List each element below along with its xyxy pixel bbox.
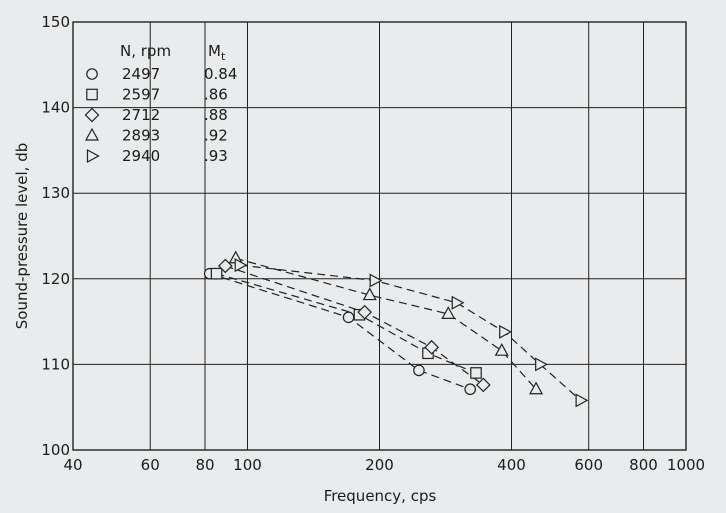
y-tick-label-1: 110 — [41, 355, 70, 373]
data-point-2712-2 — [424, 339, 439, 355]
series-line-2497 — [209, 273, 471, 390]
legend-marker-2893 — [84, 127, 100, 141]
legend: N, rpm Mt 2497 0.842597.862712.882893.922… — [84, 42, 237, 165]
data-point-2597-3 — [470, 367, 482, 379]
legend-header-mt-base: M — [208, 42, 221, 60]
series-line-2712 — [225, 265, 484, 386]
data-point-2712-3 — [475, 377, 491, 393]
y-tick-label-3: 130 — [41, 184, 70, 202]
legend-mt-2497: 0.84 — [204, 65, 237, 83]
series-markers — [203, 250, 589, 408]
series-line-2597 — [216, 273, 477, 374]
x-tick-label-7: 800 — [629, 456, 658, 474]
y-tick-label-2: 120 — [41, 270, 70, 288]
data-point-2940-0 — [234, 258, 248, 273]
legend-rows: 2497 0.84 2597 .86 2712 .88 2893 .92 2940 .93 — [84, 65, 237, 165]
x-tick-label-5: 400 — [497, 456, 526, 474]
x-tick-label-8: 1000 — [667, 456, 705, 474]
legend-rpm-2712: 2712 — [122, 106, 160, 124]
x-tick-label-1: 60 — [141, 456, 160, 474]
data-point-2893-2 — [441, 306, 456, 319]
data-point-2712-0 — [217, 258, 233, 274]
data-point-2940-2 — [451, 295, 465, 310]
data-point-2940-4 — [535, 357, 548, 372]
legend-rpm-2497: 2497 — [122, 65, 160, 83]
y-axis-label: Sound-pressure level, db — [13, 143, 31, 329]
y-tick-label-0: 100 — [41, 441, 70, 459]
x-tick-label-4: 200 — [365, 456, 394, 474]
legend-marker-2497 — [86, 68, 98, 80]
series-line-2940 — [239, 264, 581, 401]
data-point-2497-3 — [464, 383, 476, 396]
legend-marker-2712 — [84, 107, 100, 123]
data-point-2940-3 — [499, 324, 512, 339]
x-tick-label-0: 40 — [63, 456, 82, 474]
legend-header-mt-sub: t — [221, 50, 226, 63]
x-tick-label-2: 80 — [195, 456, 214, 474]
legend-mt-2893: .92 — [204, 127, 228, 145]
legend-marker-2940 — [86, 148, 100, 164]
legend-mt-2940: .93 — [204, 147, 228, 165]
series-line-2893 — [235, 257, 537, 390]
y-tick-labels: 100 110 120 130 140 150 — [41, 13, 70, 459]
legend-rpm-2597: 2597 — [122, 86, 160, 104]
data-point-2893-4 — [529, 381, 544, 395]
data-point-2597-0 — [210, 267, 223, 280]
data-point-2893-1 — [362, 287, 377, 301]
y-tick-label-4: 140 — [41, 99, 70, 117]
legend-header-n: N, rpm — [120, 42, 171, 60]
data-point-2893-3 — [494, 342, 509, 356]
x-tick-label-3: 100 — [233, 456, 262, 474]
x-axis-label: Frequency, cps — [324, 487, 437, 505]
data-point-2497-2 — [413, 364, 425, 377]
legend-rpm-2893: 2893 — [122, 127, 160, 145]
plot-frame — [72, 21, 687, 451]
y-tick-label-5: 150 — [41, 13, 70, 31]
legend-header-mt: Mt — [208, 42, 226, 63]
x-tick-labels: 40 60 80 100 200 400 600 800 1000 — [63, 456, 705, 474]
legend-mt-2597: .86 — [204, 86, 228, 104]
legend-rpm-2940: 2940 — [122, 147, 160, 165]
data-point-2940-1 — [369, 273, 383, 288]
data-point-2940-5 — [575, 393, 589, 408]
data-point-2712-1 — [357, 304, 373, 320]
grid — [72, 21, 687, 451]
legend-mt-2712: .88 — [204, 106, 228, 124]
series-lines — [209, 257, 581, 401]
legend-marker-2597 — [86, 88, 98, 101]
x-tick-label-6: 600 — [574, 456, 603, 474]
data-point-2497-1 — [342, 311, 355, 324]
